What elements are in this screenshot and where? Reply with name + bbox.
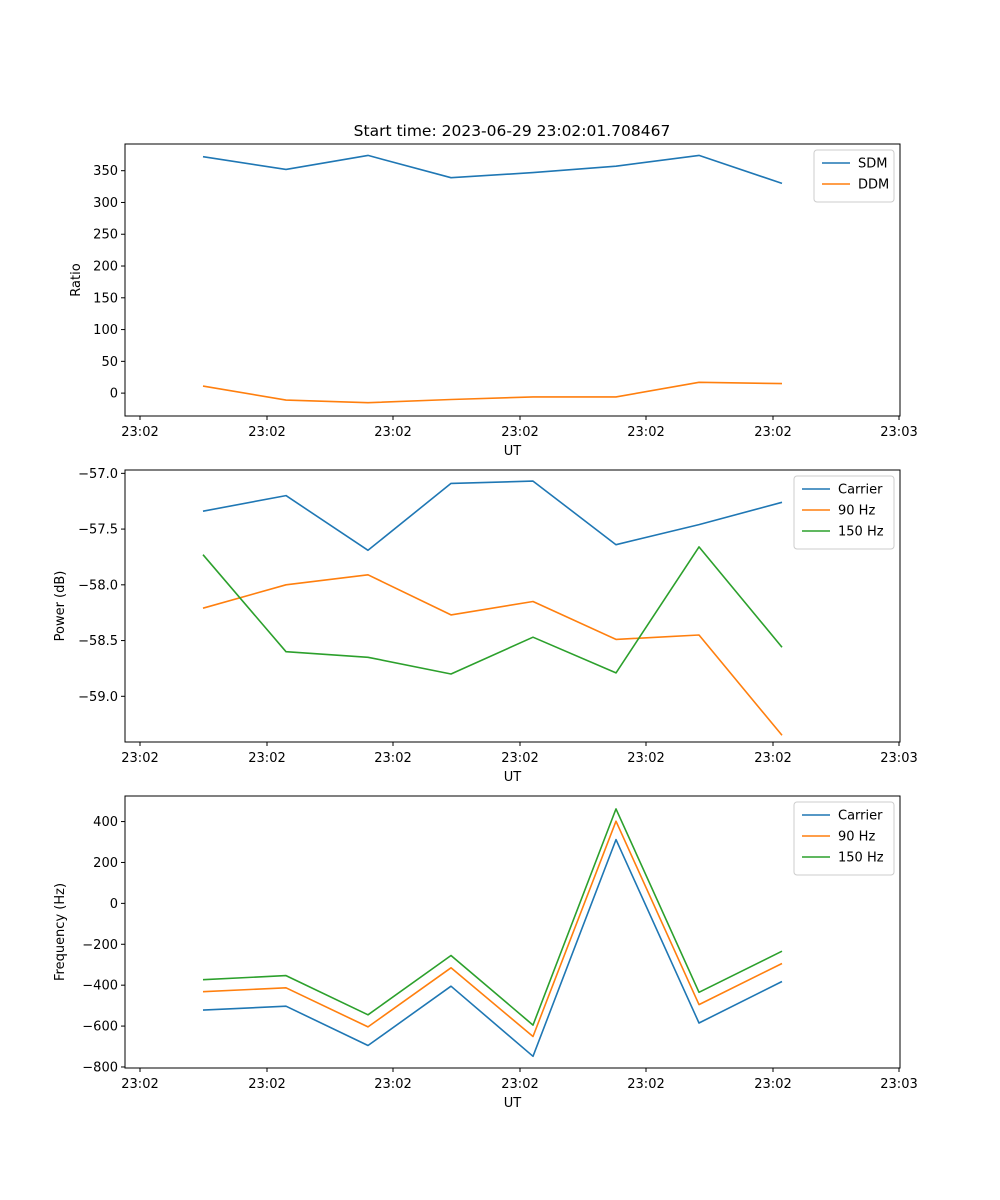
x-tick-label: 23:02 — [374, 751, 411, 766]
x-tick-label: 23:02 — [121, 425, 158, 440]
x-tick-label: 23:03 — [880, 751, 917, 766]
x-tick-label: 23:02 — [248, 425, 285, 440]
y-tick-label: 50 — [101, 355, 118, 370]
x-tick-label: 23:02 — [627, 751, 664, 766]
plot-area-frame — [124, 469, 901, 743]
ratio-chart-panel: 23:02 23:02 23:02 23:02 23:02 23:02 23:03 0 50 10… — [69, 143, 918, 459]
series-line-90-hz — [202, 573, 783, 736]
y-tick-label: 150 — [93, 291, 118, 306]
x-tick-label: 23:03 — [880, 425, 917, 440]
y-axis-label: Ratio — [69, 263, 84, 296]
x-tick-label: 23:02 — [501, 1077, 538, 1092]
x-axis-label: UT — [504, 1096, 522, 1111]
series-line-carrier — [202, 480, 783, 552]
y-tick-label: 200 — [93, 856, 118, 871]
x-axis-label: UT — [504, 444, 522, 459]
series-line-carrier — [202, 838, 783, 1058]
frequency-chart-panel: 23:02 23:02 23:02 23:02 23:02 23:02 23:03 −800 −… — [53, 795, 918, 1111]
y-tick-label: 400 — [93, 815, 118, 830]
y-axis-label: Frequency (Hz) — [53, 883, 68, 981]
y-axis-label: Power (dB) — [53, 571, 68, 642]
x-tick-label: 23:02 — [374, 425, 411, 440]
y-tick-label: 0 — [110, 387, 118, 402]
x-tick-label: 23:02 — [754, 425, 791, 440]
x-tick-label: 23:03 — [880, 1077, 917, 1092]
power-chart-panel: 23:02 23:02 23:02 23:02 23:02 23:02 23:03 −59.0… — [53, 467, 918, 785]
x-tick-label: 23:02 — [627, 425, 664, 440]
x-tick-label: 23:02 — [248, 751, 285, 766]
legend-label: SDM — [858, 157, 887, 172]
y-tick-label: −600 — [82, 1020, 118, 1035]
y-tick-label: −200 — [82, 938, 118, 953]
y-tick-label: −58.5 — [78, 634, 118, 649]
plot-area-frame — [124, 143, 901, 417]
y-tick-label: 200 — [93, 260, 118, 275]
chart-title: Start time: 2023-06-29 23:02:01.708467 — [354, 122, 671, 140]
y-tick-label: 350 — [93, 164, 118, 179]
legend-label: Carrier — [838, 483, 883, 498]
y-tick-label: −58.0 — [78, 578, 118, 593]
y-tick-label: −57.5 — [78, 523, 118, 538]
legend-label: 150 Hz — [838, 525, 884, 540]
plot-area-frame — [124, 795, 901, 1069]
series-line-ddm — [202, 381, 783, 404]
series-line-150-hz — [202, 808, 783, 1026]
y-tick-label: −57.0 — [78, 467, 118, 482]
x-tick-label: 23:02 — [501, 751, 538, 766]
y-tick-label: −400 — [82, 979, 118, 994]
series-line-sdm — [202, 154, 783, 185]
legend-label: DDM — [858, 178, 889, 193]
x-tick-label: 23:02 — [754, 751, 791, 766]
series-line-90-hz — [202, 820, 783, 1038]
x-tick-label: 23:02 — [627, 1077, 664, 1092]
series-line-150-hz — [202, 546, 783, 675]
y-tick-label: 0 — [110, 897, 118, 912]
y-tick-label: −800 — [82, 1060, 118, 1075]
x-tick-label: 23:02 — [248, 1077, 285, 1092]
y-tick-label: 300 — [93, 196, 118, 211]
legend-label: Carrier — [838, 809, 883, 824]
x-tick-label: 23:02 — [121, 751, 158, 766]
x-tick-label: 23:02 — [374, 1077, 411, 1092]
legend-label: 90 Hz — [838, 504, 875, 519]
x-tick-label: 23:02 — [754, 1077, 791, 1092]
legend-label: 90 Hz — [838, 830, 875, 845]
x-axis-label: UT — [504, 770, 522, 785]
legend-label: 150 Hz — [838, 851, 884, 866]
x-tick-label: 23:02 — [501, 425, 538, 440]
y-tick-label: −59.0 — [78, 690, 118, 705]
x-tick-label: 23:02 — [121, 1077, 158, 1092]
y-tick-label: 100 — [93, 323, 118, 338]
y-tick-label: 250 — [93, 228, 118, 243]
